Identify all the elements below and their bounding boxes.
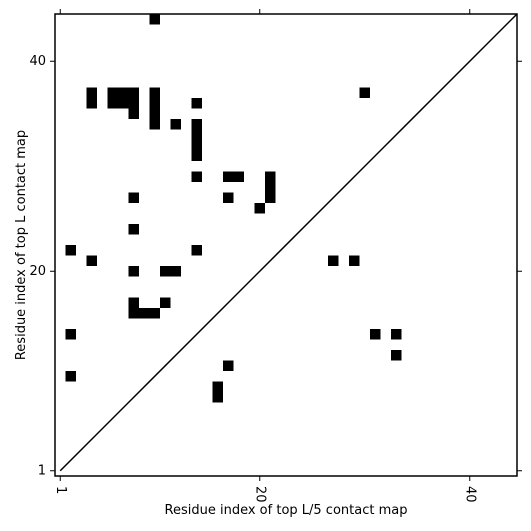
contact-cell xyxy=(191,98,202,109)
contact-cell xyxy=(149,119,160,130)
contact-cell xyxy=(149,308,160,319)
contact-cell xyxy=(160,297,171,308)
contact-cell xyxy=(265,192,276,203)
contact-cell xyxy=(118,87,129,98)
x-tick-label: 20 xyxy=(252,486,267,503)
contact-cell xyxy=(107,98,118,109)
contact-cell xyxy=(149,98,160,109)
contact-cell xyxy=(128,297,139,308)
x-axis-title: Residue index of top L/5 contact map xyxy=(165,503,408,518)
y-tick-label: 40 xyxy=(29,54,46,69)
x-tick-label: 1 xyxy=(53,486,68,494)
contact-cell xyxy=(223,171,234,182)
contact-cell xyxy=(265,171,276,182)
contact-cell xyxy=(65,371,76,382)
contact-cell xyxy=(191,119,202,130)
contact-cell xyxy=(65,329,76,340)
contact-cell xyxy=(391,329,402,340)
contact-cell xyxy=(191,245,202,256)
plot-frame xyxy=(54,13,518,477)
y-tick-label: 1 xyxy=(38,463,46,478)
contact-cell xyxy=(191,171,202,182)
contact-cell xyxy=(328,255,339,266)
contact-cell xyxy=(128,266,139,277)
contact-cell xyxy=(223,192,234,203)
x-tick-label: 40 xyxy=(462,486,477,503)
contact-cell xyxy=(265,182,276,193)
contact-cell xyxy=(118,98,129,109)
y-tick-label: 20 xyxy=(29,264,46,279)
contact-cell xyxy=(139,308,150,319)
contact-cell xyxy=(191,129,202,140)
contact-cell xyxy=(254,203,265,214)
contact-cell xyxy=(149,108,160,119)
contact-cell xyxy=(359,87,370,98)
contact-cell xyxy=(349,255,360,266)
contact-cell xyxy=(107,87,118,98)
contact-cell xyxy=(170,119,181,130)
contact-cell xyxy=(65,245,76,256)
contact-cell xyxy=(391,350,402,361)
contact-cell xyxy=(160,266,171,277)
contact-cell xyxy=(191,140,202,151)
y-axis-title: Residue index of top L contact map xyxy=(14,130,29,360)
diagonal-line xyxy=(59,13,518,472)
contact-cell xyxy=(128,87,139,98)
contact-cell xyxy=(191,150,202,161)
contact-cell xyxy=(128,98,139,109)
contact-cell xyxy=(128,192,139,203)
contact-cells xyxy=(65,14,402,403)
contact-cell xyxy=(149,14,160,25)
contact-cell xyxy=(170,266,181,277)
contact-cell xyxy=(86,255,97,266)
contact-cell xyxy=(128,108,139,119)
contact-cell xyxy=(233,171,244,182)
contact-cell xyxy=(212,381,223,392)
contact-cell xyxy=(128,224,139,235)
contact-cell xyxy=(212,392,223,403)
contact-cell xyxy=(370,329,381,340)
axis-ticks: 1 20 40 1 20 40 xyxy=(29,9,522,503)
contact-cell xyxy=(149,87,160,98)
contact-cell xyxy=(223,360,234,371)
contact-cell xyxy=(86,87,97,98)
contact-cell xyxy=(128,308,139,319)
contact-cell xyxy=(86,98,97,109)
